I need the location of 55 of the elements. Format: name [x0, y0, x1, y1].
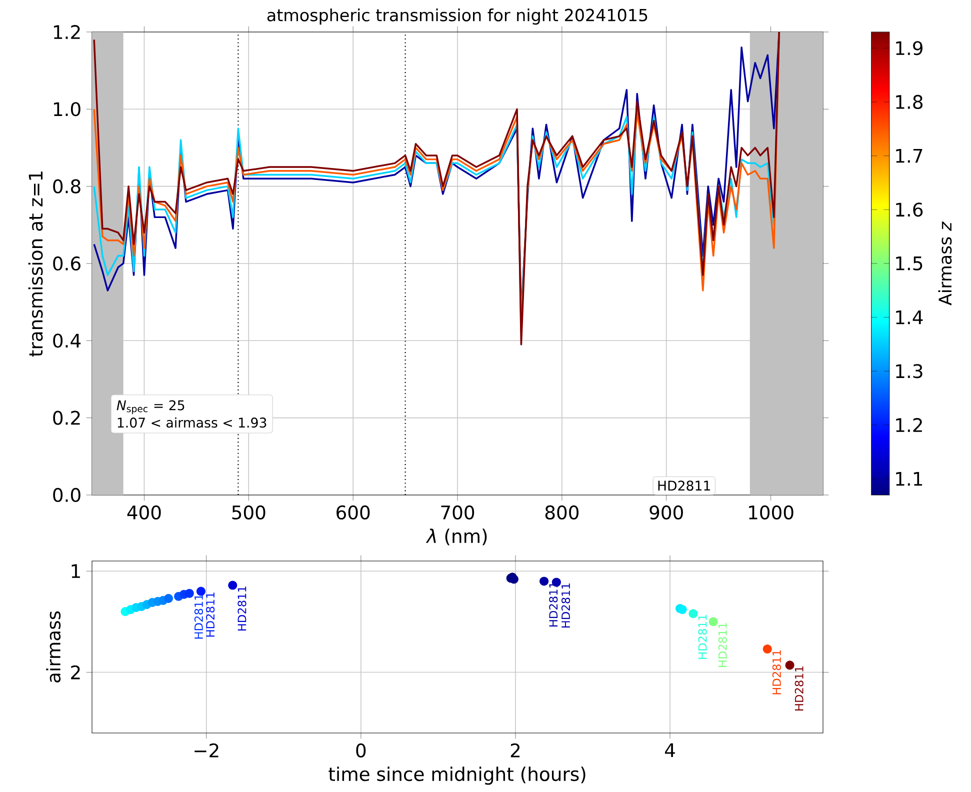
data-label: HD2811 [194, 594, 203, 639]
y-tick-label: 0.6 [53, 256, 80, 271]
y-tick-label: 2 [71, 665, 80, 680]
color-bar-label: 1.5 [896, 256, 922, 270]
y-tick-label: 1 [72, 564, 80, 578]
data-label: HD2811 [238, 586, 246, 631]
point [196, 586, 206, 596]
data-label: HD2811 [794, 666, 804, 710]
x-tick-label: 1000 [749, 505, 794, 520]
data-label: HD2811 [772, 650, 781, 694]
annotation: N$_{spec}$ = 25 [116, 400, 184, 414]
y-tick-label: 1.2 [54, 25, 80, 39]
color-bar-title: Airmass z [938, 221, 952, 306]
y-tick-label: 1.0 [54, 102, 80, 116]
x-tick-label: −2 [194, 743, 218, 758]
annotation: HD2811 [658, 480, 710, 491]
x-tick-label: 800 [545, 505, 578, 520]
y-axis-title: transmission at z=1 [28, 172, 43, 357]
point [708, 617, 718, 626]
data-label: HD2811 [698, 614, 707, 659]
y-tick-label: 0.8 [53, 179, 80, 194]
color-bar-label: 1.3 [896, 364, 922, 378]
annotation: 1.07 < airmass < 1.93 [118, 417, 266, 428]
y-tick-label: 0.2 [53, 410, 80, 425]
data-label: HD2811 [206, 592, 215, 637]
chart-title: atmospheric transmission for night 20241015 [267, 8, 648, 25]
x-tick-label: 600 [336, 505, 370, 520]
x-tick-label: 900 [650, 505, 683, 520]
x-tick-label: 400 [127, 505, 161, 520]
point [184, 588, 194, 598]
point [762, 644, 772, 654]
point [785, 660, 794, 670]
x-tick-label: 700 [441, 505, 474, 520]
data-label: HD2811 [561, 584, 570, 628]
y-tick-label: 0.4 [53, 334, 81, 348]
point [688, 609, 698, 618]
x-tick-label: 4 [664, 743, 675, 757]
color-bar-label: 1.2 [896, 418, 922, 432]
x-axis-title: λ (nm) [426, 528, 487, 546]
color-bar-label: 1.8 [896, 94, 922, 110]
x-tick-label: 2 [510, 743, 520, 758]
color-bar-label: 1.4 [896, 310, 923, 324]
x-tick-label: 0 [356, 743, 366, 758]
data-label: HD2811 [718, 623, 727, 667]
x-tick-label: 500 [232, 505, 266, 520]
point [164, 594, 174, 603]
point [228, 580, 238, 590]
color-bar-label: 1.1 [896, 472, 922, 486]
x-axis-title: time since midnight (hours) [328, 766, 586, 785]
color-bar-label: 1.9 [896, 41, 922, 56]
y-axis-title: airmass [46, 611, 61, 682]
color-bar-label: 1.7 [896, 149, 922, 163]
point [540, 576, 549, 586]
y-tick-label: 0.0 [53, 488, 80, 502]
color-bar-label: 1.6 [896, 202, 923, 217]
